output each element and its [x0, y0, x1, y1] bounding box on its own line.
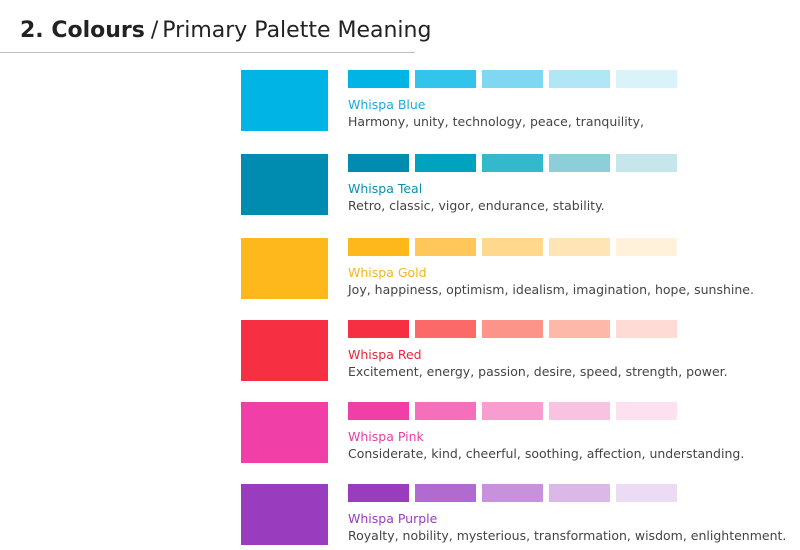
tint-strip	[348, 154, 688, 172]
main-swatch	[241, 320, 328, 381]
tint-strip	[348, 402, 688, 420]
palette-row-purple: Whispa Purple Royalty, nobility, mysteri…	[0, 484, 800, 548]
tint-swatch	[616, 402, 677, 420]
page-header: 2. Colours / Primary Palette Meaning	[0, 0, 800, 53]
tint-swatch	[549, 484, 610, 502]
tint-swatch	[348, 70, 409, 88]
tint-swatch	[616, 484, 677, 502]
tint-swatch	[348, 320, 409, 338]
tint-swatch	[482, 70, 543, 88]
color-description: Royalty, nobility, mysterious, transform…	[348, 528, 787, 543]
tint-swatch	[616, 320, 677, 338]
tint-swatch	[348, 154, 409, 172]
tint-swatch	[549, 70, 610, 88]
color-description: Joy, happiness, optimism, idealism, imag…	[348, 282, 754, 297]
tint-swatch	[415, 402, 476, 420]
title-separator: /	[150, 18, 159, 43]
palette-row-blue: Whispa Blue Harmony, unity, technology, …	[0, 70, 800, 134]
color-name: Whispa Red	[348, 347, 422, 362]
tint-strip	[348, 70, 688, 88]
color-name: Whispa Blue	[348, 97, 426, 112]
color-name: Whispa Purple	[348, 511, 438, 526]
tint-strip	[348, 320, 688, 338]
tint-swatch	[482, 484, 543, 502]
tint-swatch	[415, 484, 476, 502]
tint-swatch	[415, 154, 476, 172]
tint-swatch	[482, 154, 543, 172]
tint-swatch	[482, 320, 543, 338]
tint-swatch	[415, 238, 476, 256]
tint-swatch	[616, 154, 677, 172]
tint-swatch	[549, 154, 610, 172]
tint-swatch	[616, 70, 677, 88]
page-title: 2. Colours / Primary Palette Meaning	[20, 16, 431, 46]
tint-strip	[348, 238, 688, 256]
tint-swatch	[549, 402, 610, 420]
color-description: Considerate, kind, cheerful, soothing, a…	[348, 446, 745, 461]
main-swatch	[241, 70, 328, 131]
tint-swatch	[415, 70, 476, 88]
tint-swatch	[348, 238, 409, 256]
color-description: Excitement, energy, passion, desire, spe…	[348, 364, 728, 379]
palette-row-teal: Whispa Teal Retro, classic, vigor, endur…	[0, 154, 800, 218]
color-description: Harmony, unity, technology, peace, tranq…	[348, 114, 644, 129]
header-divider	[0, 52, 415, 53]
tint-swatch	[549, 320, 610, 338]
main-swatch	[241, 402, 328, 463]
tint-strip	[348, 484, 688, 502]
palette-row-pink: Whispa Pink Considerate, kind, cheerful,…	[0, 402, 800, 466]
main-swatch	[241, 154, 328, 215]
tint-swatch	[348, 402, 409, 420]
palette-row-red: Whispa Red Excitement, energy, passion, …	[0, 320, 800, 384]
section-subtitle: Primary Palette Meaning	[162, 18, 432, 43]
tint-swatch	[415, 320, 476, 338]
main-swatch	[241, 238, 328, 299]
palette-row-gold: Whispa Gold Joy, happiness, optimism, id…	[0, 238, 800, 302]
color-name: Whispa Pink	[348, 429, 424, 444]
tint-swatch	[348, 484, 409, 502]
tint-swatch	[482, 402, 543, 420]
tint-swatch	[616, 238, 677, 256]
tint-swatch	[482, 238, 543, 256]
section-number: 2. Colours	[20, 18, 145, 43]
color-name: Whispa Gold	[348, 265, 427, 280]
tint-swatch	[549, 238, 610, 256]
color-description: Retro, classic, vigor, endurance, stabil…	[348, 198, 605, 213]
color-name: Whispa Teal	[348, 181, 423, 196]
main-swatch	[241, 484, 328, 545]
